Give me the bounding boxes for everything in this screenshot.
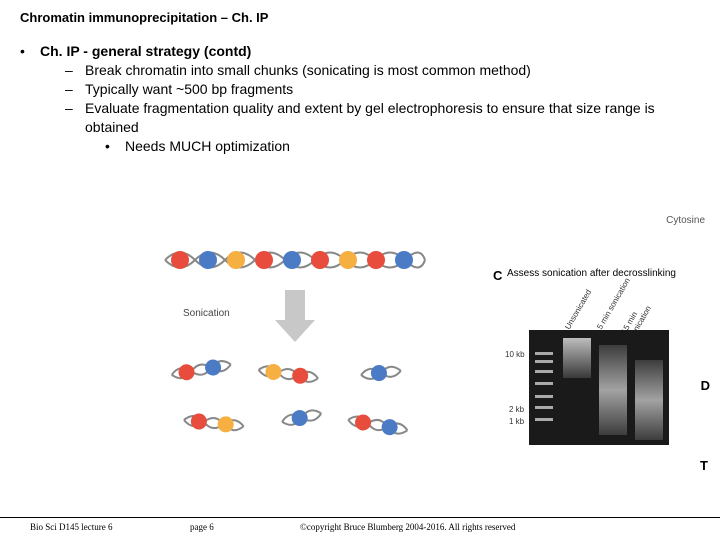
sub-bullet-2: – Typically want ~500 bp fragments bbox=[65, 80, 700, 99]
lane-label-1: Unsonicated bbox=[563, 288, 593, 331]
mini-bullet-icon: • bbox=[105, 137, 125, 156]
gel-panel: C Assess sonication after decrosslinking… bbox=[505, 270, 685, 455]
sub-bullet-list: – Break chromatin into small chunks (son… bbox=[20, 61, 700, 137]
gel-image bbox=[529, 330, 669, 445]
panel-t-label: T bbox=[700, 458, 708, 473]
dash-icon: – bbox=[65, 80, 85, 99]
sonication-label: Sonication bbox=[183, 308, 230, 319]
sub-sub-bullet: • Needs MUCH optimization bbox=[105, 137, 700, 156]
panel-d-label: D bbox=[701, 378, 710, 393]
chromatin-fragments-bottom bbox=[160, 350, 440, 455]
main-bullet-text: Ch. IP - general strategy (contd) bbox=[40, 43, 251, 59]
panel-c-label: C bbox=[493, 268, 502, 283]
main-bullet: • Ch. IP - general strategy (contd) bbox=[20, 43, 700, 59]
slide-title: Chromatin immunoprecipitation – Ch. IP bbox=[0, 0, 720, 25]
dash-icon: – bbox=[65, 61, 85, 80]
footer-copyright: ©copyright Bruce Blumberg 2004-2016. All… bbox=[300, 522, 700, 532]
sub-bullet-1: – Break chromatin into small chunks (son… bbox=[65, 61, 700, 80]
sub-bullet-2-text: Typically want ~500 bp fragments bbox=[85, 80, 700, 99]
sub-sub-bullet-text: Needs MUCH optimization bbox=[125, 137, 290, 156]
sub-sub-bullet-list: • Needs MUCH optimization bbox=[20, 137, 700, 156]
figure-area: Cytosine Sonication bbox=[0, 215, 720, 475]
content-area: • Ch. IP - general strategy (contd) – Br… bbox=[0, 25, 720, 155]
sub-bullet-3: – Evaluate fragmentation quality and ext… bbox=[65, 99, 700, 137]
footer-lecture: Bio Sci D145 lecture 6 bbox=[30, 522, 190, 532]
sub-bullet-1-text: Break chromatin into small chunks (sonic… bbox=[85, 61, 700, 80]
sub-bullet-3-text: Evaluate fragmentation quality and exten… bbox=[85, 99, 700, 137]
dash-icon: – bbox=[65, 99, 85, 118]
panel-c-title: Assess sonication after decrosslinking bbox=[507, 268, 676, 279]
sonication-arrow-icon bbox=[260, 290, 330, 345]
footer-page: page 6 bbox=[190, 522, 300, 532]
bullet-dot-icon: • bbox=[20, 43, 40, 59]
kb-label-2: 2 kb bbox=[509, 405, 524, 414]
footer: Bio Sci D145 lecture 6 page 6 ©copyright… bbox=[0, 517, 720, 532]
cytosine-label: Cytosine bbox=[666, 215, 705, 226]
kb-label-10: 10 kb bbox=[505, 350, 525, 359]
kb-label-1: 1 kb bbox=[509, 417, 524, 426]
chromatin-strand-top bbox=[160, 235, 430, 285]
